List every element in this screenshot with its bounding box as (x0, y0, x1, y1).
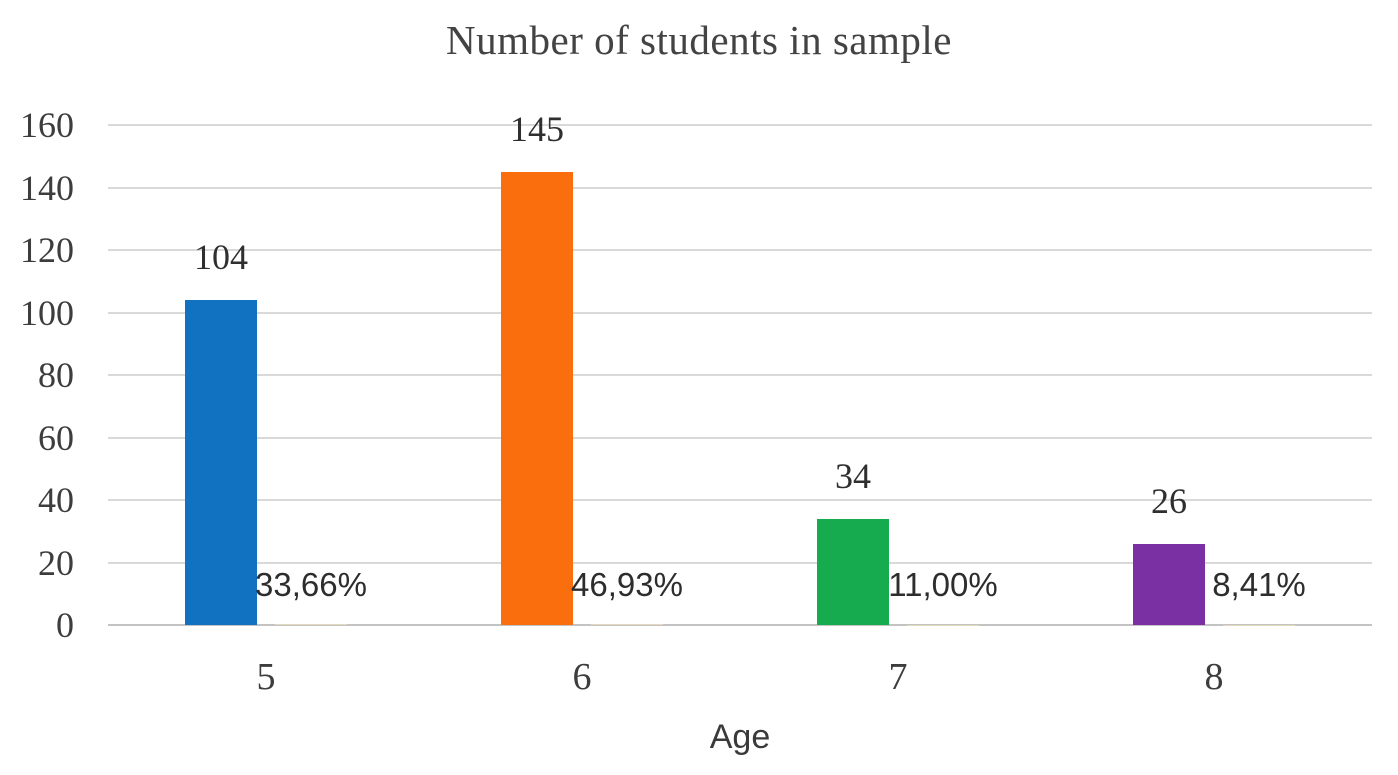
gridline (108, 436, 1372, 439)
y-tick-label: 60 (38, 417, 74, 458)
bar-age-5 (185, 300, 257, 625)
chart-title: Number of students in sample (446, 17, 952, 63)
x-tick-label: 6 (572, 656, 592, 698)
gridline (108, 311, 1372, 314)
percent-label: 33,66% (255, 566, 367, 603)
x-tick-label: 7 (888, 656, 908, 698)
percent-bar-age-5 (275, 623, 347, 625)
percent-bar-age-6 (591, 623, 663, 625)
y-tick-label: 20 (38, 542, 74, 583)
y-tick-label: 80 (38, 355, 74, 395)
bar-age-6 (501, 171, 573, 625)
gridline (108, 249, 1372, 251)
x-tick-label: 5 (256, 656, 276, 698)
percent-label: 8,41% (1212, 566, 1306, 603)
y-tick-label: 140 (20, 167, 74, 208)
percent-label: 46,93% (571, 566, 683, 603)
count-label: 104 (194, 237, 248, 277)
gridline (108, 561, 1372, 564)
x-tick-label: 8 (1204, 656, 1224, 698)
bar-age-8 (1133, 543, 1205, 625)
y-tick-label: 40 (38, 480, 74, 520)
count-label: 145 (510, 108, 564, 149)
plot-area: 104 33,66% 145 46,93% 34 11,00% 26 8,41% (108, 109, 1372, 626)
gridline (108, 374, 1372, 376)
count-label: 34 (835, 455, 871, 496)
gridline (108, 186, 1372, 189)
y-tick-label: 0 (56, 605, 74, 645)
gridline (108, 124, 1372, 126)
x-axis-line (108, 624, 1372, 626)
count-label: 26 (1151, 480, 1187, 521)
x-axis-title: Age (709, 718, 771, 756)
gridline (108, 499, 1372, 501)
y-tick-label: 160 (20, 105, 74, 145)
percent-label: 11,00% (888, 566, 998, 603)
bar-age-7 (817, 518, 889, 625)
y-tick-label: 100 (20, 292, 74, 333)
y-tick-label: 120 (20, 230, 74, 270)
